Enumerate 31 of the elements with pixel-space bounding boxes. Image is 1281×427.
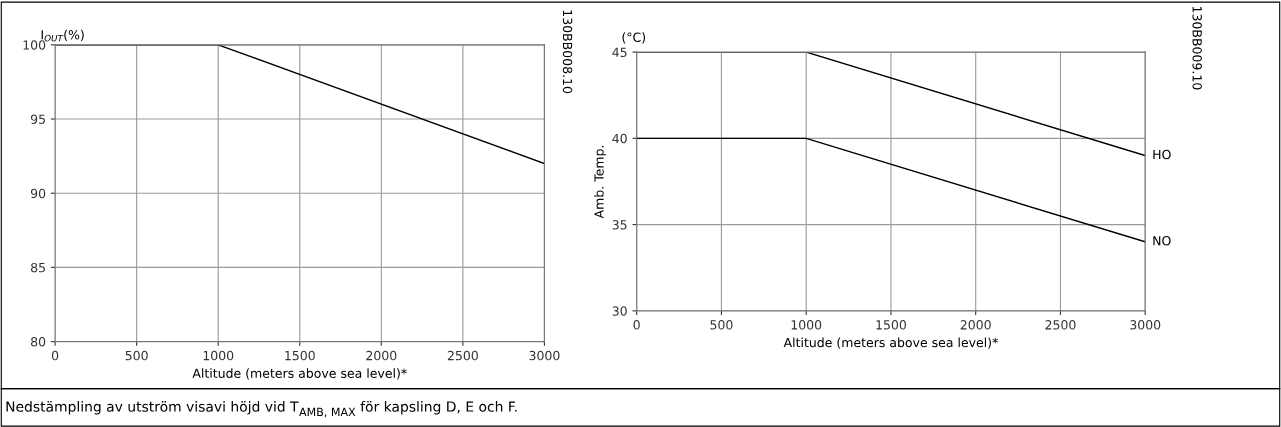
- x-axis-title: Altitude (meters above sea level)*: [192, 368, 407, 380]
- y-tick-label: 80: [31, 337, 46, 347]
- x-tick-label: 2500: [447, 350, 478, 361]
- y-tick-label: 40: [612, 133, 627, 144]
- y-tick-label: 95: [30, 114, 45, 124]
- x-tick-label: 3000: [529, 350, 560, 361]
- y-tick-label: 85: [31, 262, 45, 273]
- x-tick-label: 1500: [876, 320, 907, 330]
- y-tick-label: 90: [30, 188, 46, 199]
- x-tick-label: 2500: [1045, 320, 1076, 330]
- x-tick-label: 1000: [791, 320, 822, 330]
- x-tick-label: 1000: [203, 350, 234, 361]
- series-label: NO: [1153, 236, 1171, 246]
- y-tick-label: 100: [23, 40, 46, 50]
- text: 130BB009.10: [1192, 6, 1202, 90]
- x-axis-title: Altitude (meters above sea level)*: [783, 337, 998, 349]
- x-tick-label: 1500: [285, 350, 315, 361]
- x-tick-label: 2000: [366, 350, 397, 361]
- x-tick-label: 500: [125, 350, 148, 361]
- x-tick-label: 500: [710, 320, 733, 330]
- y-tick-label: 35: [612, 220, 627, 230]
- x-tick-label: 0: [633, 320, 640, 330]
- text: 130BB008.10: [562, 10, 573, 94]
- y-tick-label: 30: [612, 306, 627, 316]
- y-tick-label: 45: [612, 47, 627, 58]
- y-axis-title: Amb. Temp.: [594, 145, 607, 219]
- x-tick-label: 2000: [960, 320, 991, 330]
- text: (°C): [622, 32, 646, 44]
- x-tick-label: 0: [51, 350, 59, 361]
- x-tick-label: 3000: [1130, 320, 1161, 330]
- series-label: HO: [1153, 149, 1171, 160]
